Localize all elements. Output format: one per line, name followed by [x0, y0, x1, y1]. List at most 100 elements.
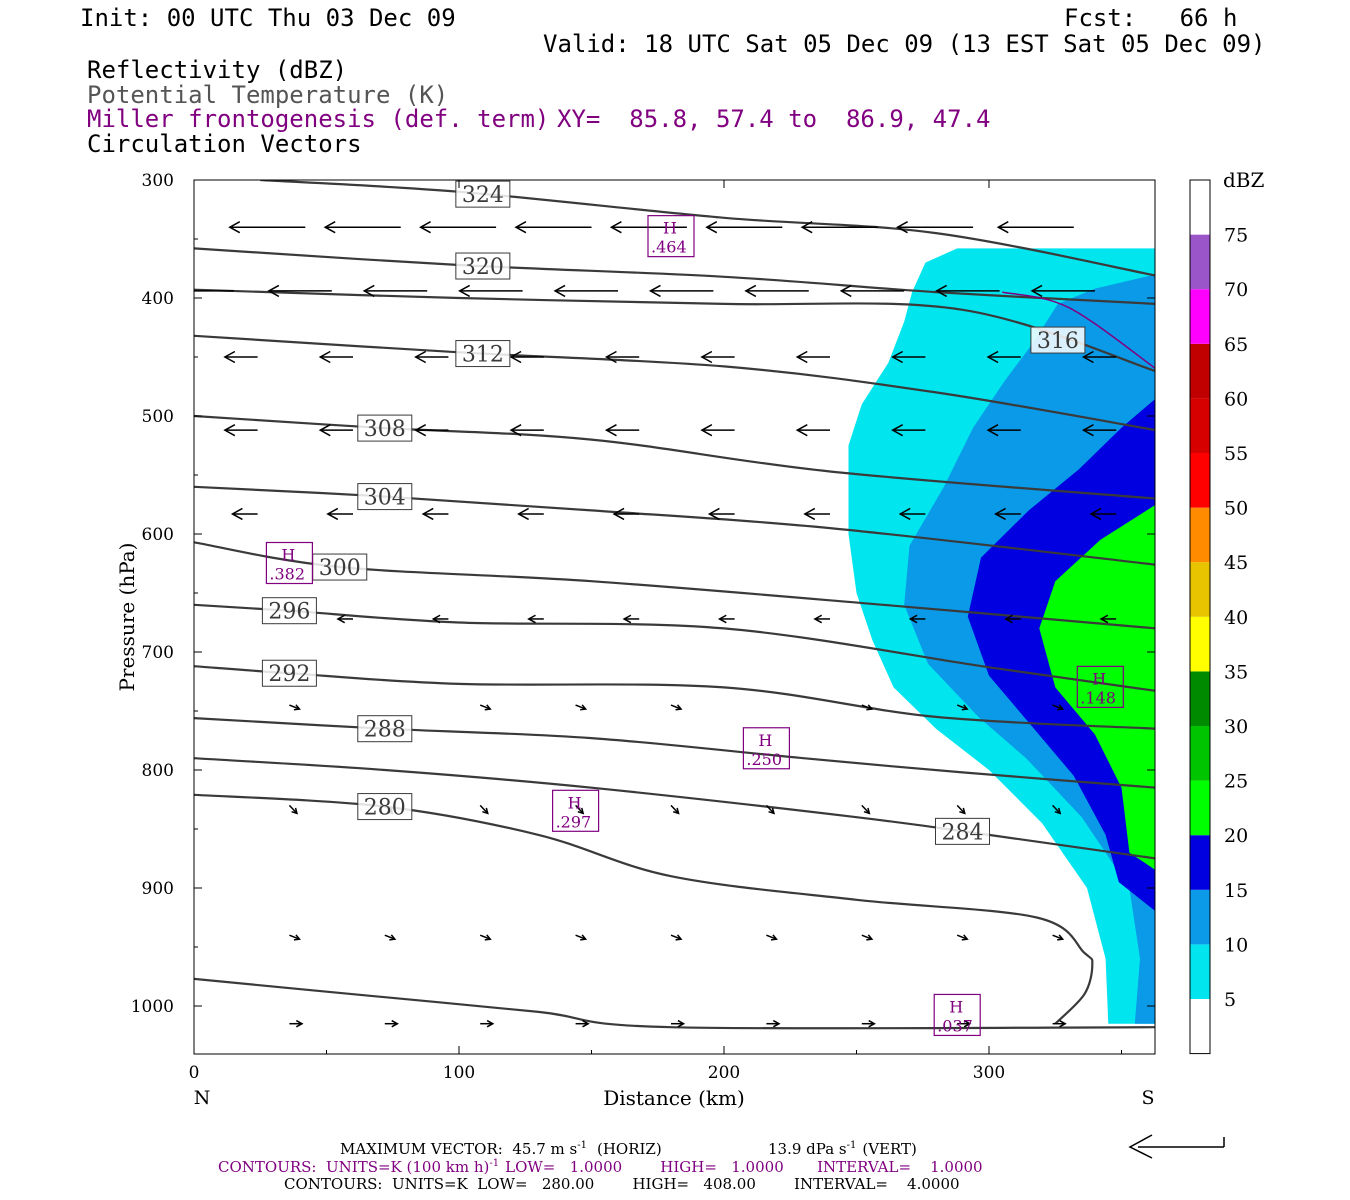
colorbar-label: 15 — [1224, 880, 1248, 902]
circulation-vector-head — [509, 350, 522, 364]
circulation-vector-head — [604, 424, 617, 437]
footer-max-vector: MAXIMUM VECTOR: 45.7 m s-1 (HORIZ) — [340, 1141, 662, 1157]
circulation-vector-head — [1057, 704, 1065, 711]
field-theta: Potential Temperature (K) — [87, 81, 449, 109]
init-time: Init: 00 UTC Thu 03 Dec 09 — [80, 4, 456, 32]
circulation-vector — [289, 934, 300, 940]
circulation-vector-head — [986, 350, 999, 364]
circulation-vector-head — [994, 507, 1006, 521]
circulation-vector — [479, 934, 491, 940]
vert-val-text: 13.9 dPa s — [768, 1140, 847, 1158]
theta-contour-312 — [194, 334, 1155, 432]
circulation-vector-head — [419, 221, 431, 234]
reference-vector — [1128, 1134, 1225, 1159]
circulation-vector-head — [770, 934, 778, 941]
x-tick-label: 100 — [443, 1063, 475, 1083]
colorbar-swatch — [1190, 234, 1210, 290]
y-tick-label: 400 — [142, 289, 174, 309]
frontogenesis-max-value: .148 — [1080, 688, 1116, 707]
circulation-vector — [956, 934, 968, 940]
north-end-label: N — [194, 1087, 211, 1109]
circulation-vector — [861, 804, 870, 814]
circulation-vector — [288, 804, 298, 814]
colorbar-label: 25 — [1224, 771, 1248, 793]
colorbar-swatch — [1190, 453, 1210, 508]
circulation-vector-head — [291, 807, 299, 815]
circulation-vector-head — [612, 507, 625, 521]
colorbar-label: 65 — [1224, 334, 1248, 356]
theta-label-text: 280 — [364, 796, 406, 821]
colorbar-label: 50 — [1224, 498, 1248, 520]
frontogenesis-contour — [1002, 291, 1155, 370]
y-tick-label: 800 — [142, 761, 174, 781]
colorbar-swatch — [1190, 780, 1210, 836]
circulation-vector-head — [458, 284, 471, 298]
theta-label-text: 308 — [364, 417, 406, 442]
theta-contour-300 — [194, 541, 1155, 630]
colorbar-swatch — [1190, 999, 1210, 1054]
x-axis-label: Distance (km) — [603, 1086, 745, 1110]
colorbar-swatch — [1190, 507, 1210, 563]
theta-label-296: 296 — [261, 597, 317, 625]
frontogenesis-max-label: H — [1092, 669, 1106, 688]
colorbar-label: 60 — [1224, 388, 1248, 410]
theta-label-text: 316 — [1037, 329, 1079, 354]
circulation-vector-head — [293, 934, 301, 941]
circulation-vector-head — [318, 350, 331, 364]
frontogenesis-max: H.250 — [742, 727, 791, 770]
colorbar-label: 10 — [1224, 934, 1248, 956]
circulation-vector-head — [675, 704, 683, 711]
circulation-vector-head — [839, 284, 852, 298]
circulation-vector-head — [707, 507, 720, 521]
circulation-vector-head — [863, 807, 871, 815]
circulation-vector-head — [896, 221, 908, 234]
frontogenesis-max-value: .250 — [746, 750, 782, 769]
circulation-vector-head — [996, 221, 1009, 234]
circulation-vector-head — [484, 704, 492, 711]
theta-label-292: 292 — [261, 659, 317, 687]
theta-label-308: 308 — [357, 414, 413, 442]
circulation-vector — [670, 934, 682, 940]
circulation-vector-head — [604, 350, 617, 364]
circulation-vector-head — [866, 934, 874, 941]
frontogenesis-max: H.382 — [265, 541, 313, 585]
reflectivity-20-dbz-region — [1039, 505, 1155, 870]
y-tick-label: 900 — [142, 879, 174, 899]
circulation-vector — [575, 934, 586, 940]
y-tick-label: 1000 — [131, 997, 174, 1017]
circulation-vector-head — [267, 284, 280, 298]
theta-label-text: 288 — [364, 718, 406, 743]
x-tick-label: 0 — [189, 1063, 200, 1083]
frontogenesis-max: H.464 — [647, 215, 695, 258]
circulation-vector-head — [230, 507, 243, 521]
circulation-vector-head — [744, 284, 757, 298]
x-tick-label: 200 — [708, 1063, 740, 1083]
valid-time: Valid: 18 UTC Sat 05 Dec 09 (13 EST Sat … — [543, 30, 1266, 58]
circulation-vector-head — [675, 934, 683, 941]
theta-label-text: 296 — [268, 600, 310, 625]
circulation-vector-head — [484, 934, 492, 941]
circulation-vector-head — [935, 284, 948, 298]
theta-label-324: 324 — [455, 180, 511, 208]
theta-label-text: 300 — [319, 556, 361, 581]
footer-contours-theta: CONTOURS: UNITS=K LOW= 280.00 HIGH= 408.… — [284, 1175, 960, 1193]
circulation-vector-head — [389, 934, 397, 941]
circulation-vector — [956, 804, 966, 814]
theta-label-text: 312 — [462, 343, 504, 368]
colorbar-title: dBZ — [1223, 168, 1265, 192]
theta-label-284: 284 — [935, 817, 990, 845]
circulation-vector-head — [959, 807, 966, 815]
y-axis-label: Pressure (hPa) — [115, 543, 139, 692]
circulation-vector-head — [963, 1019, 972, 1028]
frontogenesis-max-label: H — [568, 793, 582, 812]
circulation-vector-head — [1089, 507, 1102, 521]
frontogenesis-max-label: H — [663, 219, 677, 238]
circulation-vector — [766, 934, 777, 940]
circulation-vector — [765, 804, 775, 814]
circulation-vector-head — [866, 704, 874, 711]
theta-contour-lowest — [194, 977, 1155, 1030]
colorbar-swatch — [1190, 343, 1210, 399]
circulation-vector-head — [891, 350, 904, 364]
circulation-vector — [1052, 804, 1061, 814]
